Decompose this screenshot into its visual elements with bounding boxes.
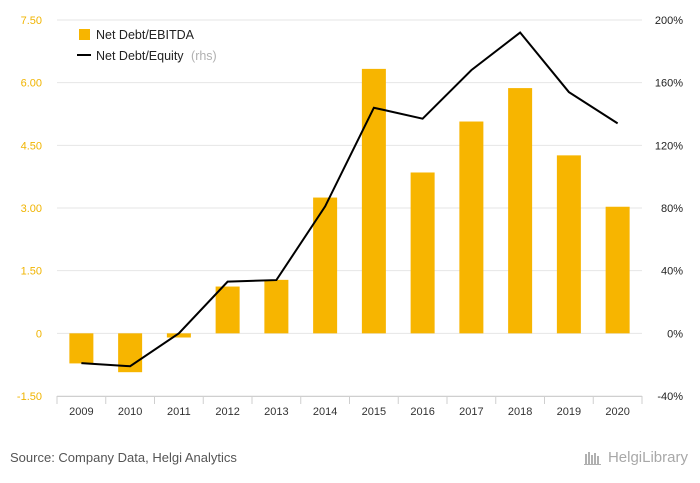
bar-2017 <box>459 121 484 334</box>
library-icon <box>583 451 601 465</box>
line-series <box>81 31 619 368</box>
x-tick-label: 2019 <box>557 406 581 418</box>
logo-text: HelgiLibrary <box>607 449 688 466</box>
bar-2018 <box>508 88 533 334</box>
right-tick-label: 160% <box>655 78 683 90</box>
chart: -1.50 0 1.50 3.00 4.50 6.00 7.50 -40% 0% 40% 80% 1… <box>17 15 683 418</box>
x-tick-label: 2016 <box>410 406 434 418</box>
x-axis: 2009 2010 2011 2012 2013 2014 2015 2016 2017 2018… <box>56 396 643 418</box>
bar-2011 <box>166 333 191 338</box>
left-tick-label: 0 <box>36 328 42 340</box>
bar-2020 <box>605 206 630 334</box>
right-tick-label: 0% <box>667 328 683 340</box>
left-tick-label: 1.50 <box>21 266 42 278</box>
gridlines <box>57 19 642 397</box>
x-tick-label: 2015 <box>362 406 386 418</box>
legend: Net Debt/EBITDA Net Debt/Equity (rhs) <box>77 28 217 63</box>
right-axis: -40% 0% 40% 80% 120% 160% 200% <box>655 15 683 403</box>
right-tick-label: 40% <box>661 266 683 278</box>
right-tick-label: -40% <box>657 391 683 403</box>
bar-2016 <box>410 172 435 334</box>
left-tick-label: 3.00 <box>21 203 42 215</box>
right-tick-label: 200% <box>655 15 683 27</box>
legend-label-line-wrap: Net Debt/Equity (rhs) <box>96 49 217 63</box>
left-tick-label: 4.50 <box>21 140 42 152</box>
x-tick-label: 2009 <box>69 406 93 418</box>
left-axis: -1.50 0 1.50 3.00 4.50 6.00 7.50 <box>17 15 42 403</box>
legend-label-line: Net Debt/Equity <box>96 49 184 63</box>
x-tick-label: 2020 <box>605 406 629 418</box>
x-tick-label: 2010 <box>118 406 142 418</box>
right-tick-label: 80% <box>661 203 683 215</box>
bar-2012 <box>215 286 240 334</box>
bar-2019 <box>556 155 581 334</box>
x-tick-label: 2012 <box>215 406 239 418</box>
left-tick-label: -1.50 <box>17 391 42 403</box>
legend-label-bar: Net Debt/EBITDA <box>96 28 195 42</box>
x-tick-label: 2017 <box>459 406 483 418</box>
right-tick-label: 120% <box>655 140 683 152</box>
left-tick-label: 6.00 <box>21 78 42 90</box>
left-tick-label: 7.50 <box>21 15 42 27</box>
bar-series <box>69 68 630 373</box>
bar-2009 <box>69 333 94 364</box>
x-tick-label: 2013 <box>264 406 288 418</box>
bar-2015 <box>361 68 386 334</box>
bar-2013 <box>264 279 289 334</box>
x-tick-label: 2011 <box>167 406 191 418</box>
legend-label-line-suffix: (rhs) <box>191 49 217 63</box>
helgi-library-logo: HelgiLibrary <box>583 449 688 466</box>
legend-swatch-bar <box>79 29 90 40</box>
x-tick-label: 2014 <box>313 406 337 418</box>
x-tick-label: 2018 <box>508 406 532 418</box>
net-debt-equity-line <box>81 31 619 368</box>
source-note: Source: Company Data, Helgi Analytics <box>10 450 237 465</box>
